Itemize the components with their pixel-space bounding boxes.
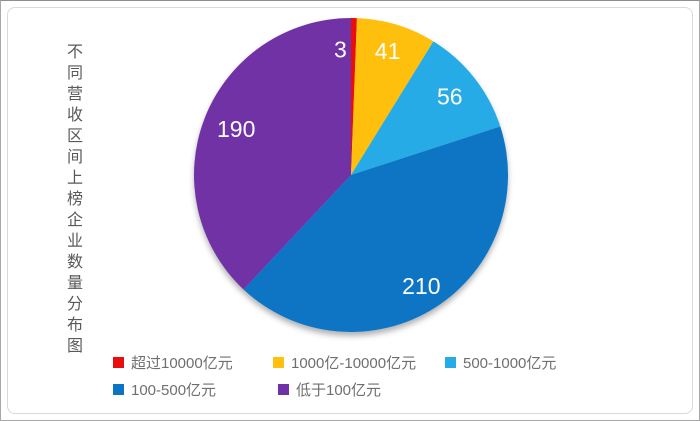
pie-data-label-1: 41 xyxy=(375,38,401,64)
chart-title: 不同营收区间上榜企业数量分布图 xyxy=(64,43,81,358)
pie-slice-2 xyxy=(351,41,501,175)
pie-data-label-0: 3 xyxy=(334,36,347,62)
pie-slice-4 xyxy=(194,18,351,290)
pie-data-label-3: 210 xyxy=(402,273,440,299)
pie-slice-3 xyxy=(243,126,509,333)
pie-slice-0 xyxy=(351,17,357,175)
pie-data-label-2: 56 xyxy=(437,83,463,109)
pie-data-label-4: 190 xyxy=(217,116,255,142)
pie-slice-1 xyxy=(351,18,434,175)
